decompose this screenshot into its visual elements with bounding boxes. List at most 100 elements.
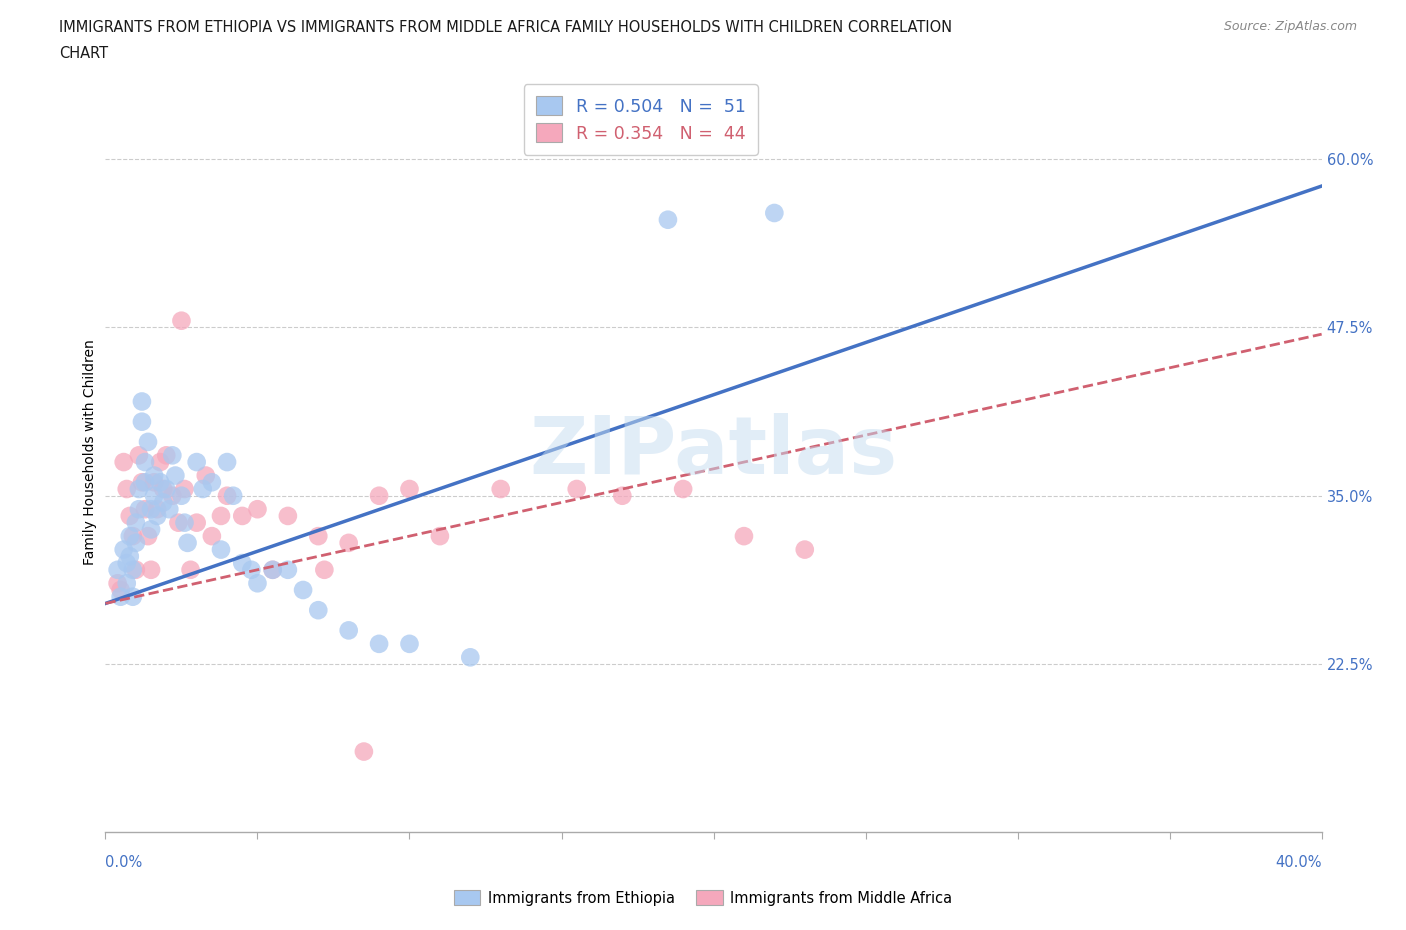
Point bbox=[194, 468, 217, 483]
Text: IMMIGRANTS FROM ETHIOPIA VS IMMIGRANTS FROM MIDDLE AFRICA FAMILY HOUSEHOLDS WITH: IMMIGRANTS FROM ETHIOPIA VS IMMIGRANTS F… bbox=[59, 20, 952, 35]
Point bbox=[217, 455, 239, 470]
Point bbox=[793, 542, 815, 557]
Point bbox=[353, 744, 375, 759]
Point bbox=[173, 515, 195, 530]
Point bbox=[368, 488, 391, 503]
Point bbox=[429, 528, 451, 543]
Point bbox=[110, 582, 132, 597]
Point bbox=[180, 563, 202, 578]
Point bbox=[314, 563, 336, 578]
Point bbox=[763, 206, 786, 220]
Point bbox=[121, 590, 143, 604]
Point bbox=[139, 563, 162, 578]
Point bbox=[136, 434, 159, 449]
Point bbox=[107, 563, 129, 578]
Point bbox=[337, 536, 360, 551]
Point bbox=[139, 522, 162, 537]
Point bbox=[143, 475, 166, 490]
Point bbox=[146, 502, 169, 517]
Point bbox=[162, 488, 184, 503]
Text: Source: ZipAtlas.com: Source: ZipAtlas.com bbox=[1223, 20, 1357, 33]
Point bbox=[165, 468, 187, 483]
Point bbox=[231, 555, 253, 570]
Point bbox=[118, 549, 141, 564]
Point bbox=[337, 623, 360, 638]
Point bbox=[143, 468, 166, 483]
Point bbox=[131, 475, 153, 490]
Point bbox=[246, 502, 269, 517]
Point bbox=[277, 509, 299, 524]
Point bbox=[262, 563, 284, 578]
Point bbox=[143, 488, 166, 503]
Point bbox=[146, 509, 169, 524]
Point bbox=[489, 482, 512, 497]
Y-axis label: Family Households with Children: Family Households with Children bbox=[83, 339, 97, 565]
Point bbox=[201, 528, 224, 543]
Point bbox=[186, 515, 208, 530]
Point bbox=[246, 576, 269, 591]
Point bbox=[398, 482, 420, 497]
Point bbox=[240, 563, 263, 578]
Text: CHART: CHART bbox=[59, 46, 108, 61]
Point bbox=[115, 576, 138, 591]
Point bbox=[112, 542, 135, 557]
Point bbox=[131, 414, 153, 429]
Point bbox=[162, 448, 184, 463]
Point bbox=[262, 563, 284, 578]
Point bbox=[125, 563, 148, 578]
Point bbox=[398, 636, 420, 651]
Point bbox=[134, 475, 156, 490]
Point bbox=[209, 509, 232, 524]
Point bbox=[125, 515, 148, 530]
Point bbox=[134, 455, 156, 470]
Point bbox=[155, 482, 177, 497]
Point bbox=[222, 488, 245, 503]
Point bbox=[170, 313, 193, 328]
Point bbox=[121, 563, 143, 578]
Point bbox=[368, 636, 391, 651]
Point bbox=[125, 536, 148, 551]
Point bbox=[186, 455, 208, 470]
Point bbox=[565, 482, 588, 497]
Point bbox=[152, 482, 174, 497]
Point bbox=[176, 536, 198, 551]
Point bbox=[231, 509, 253, 524]
Point bbox=[115, 555, 138, 570]
Point bbox=[149, 455, 172, 470]
Point bbox=[672, 482, 695, 497]
Point bbox=[458, 650, 481, 665]
Point bbox=[612, 488, 634, 503]
Point bbox=[139, 502, 162, 517]
Point bbox=[121, 528, 143, 543]
Point bbox=[112, 455, 135, 470]
Text: ZIPatlas: ZIPatlas bbox=[530, 413, 897, 491]
Point bbox=[277, 563, 299, 578]
Point bbox=[128, 448, 150, 463]
Point bbox=[191, 482, 214, 497]
Point bbox=[134, 502, 156, 517]
Point bbox=[155, 448, 177, 463]
Point bbox=[118, 509, 141, 524]
Text: 0.0%: 0.0% bbox=[105, 855, 142, 870]
Point bbox=[118, 528, 141, 543]
Point bbox=[170, 488, 193, 503]
Point bbox=[149, 475, 172, 490]
Point bbox=[152, 495, 174, 510]
Legend: R = 0.504   N =  51, R = 0.354   N =  44: R = 0.504 N = 51, R = 0.354 N = 44 bbox=[523, 84, 758, 154]
Legend: Immigrants from Ethiopia, Immigrants from Middle Africa: Immigrants from Ethiopia, Immigrants fro… bbox=[449, 884, 957, 911]
Point bbox=[128, 502, 150, 517]
Point bbox=[128, 482, 150, 497]
Point bbox=[733, 528, 755, 543]
Point bbox=[115, 482, 138, 497]
Point bbox=[131, 394, 153, 409]
Point bbox=[657, 212, 679, 227]
Text: 40.0%: 40.0% bbox=[1275, 855, 1322, 870]
Point bbox=[217, 488, 239, 503]
Point bbox=[209, 542, 232, 557]
Point bbox=[201, 475, 224, 490]
Point bbox=[107, 576, 129, 591]
Point bbox=[307, 603, 329, 618]
Point bbox=[173, 482, 195, 497]
Point bbox=[110, 590, 132, 604]
Point bbox=[307, 528, 329, 543]
